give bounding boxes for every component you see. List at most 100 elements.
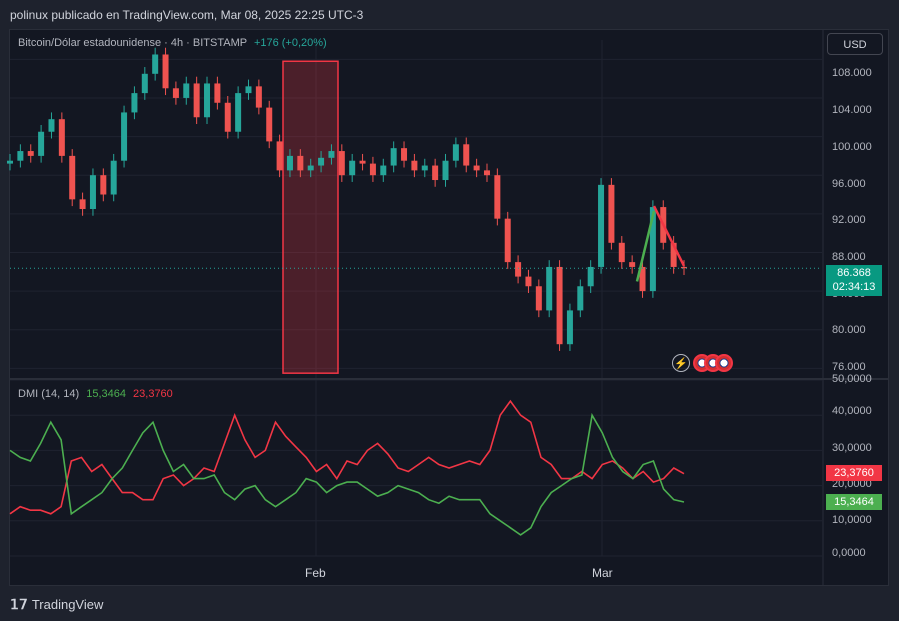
candle-body [629, 262, 636, 267]
candle-body [681, 266, 687, 269]
candle-body [162, 54, 169, 89]
candle-body [255, 86, 262, 108]
price-tick: 96.000 [832, 178, 866, 190]
candle-body [577, 286, 584, 311]
price-tick: 104.000 [832, 104, 872, 116]
candle-body [338, 151, 345, 176]
price-change: +176 (+0,20%) [253, 37, 327, 49]
candle-body [286, 155, 293, 171]
dmi-tick: 0,0000 [832, 547, 866, 559]
candle-body [369, 163, 376, 176]
candle-body [214, 83, 221, 103]
price-tick: 92.000 [832, 214, 866, 226]
attribution-text: polinux publicado en TradingView.com, Ma… [10, 8, 364, 22]
candle-body [307, 165, 314, 171]
candle-body [110, 160, 117, 195]
highlight-box [282, 60, 339, 374]
candle-body [473, 165, 480, 171]
candle-body [670, 242, 677, 267]
event-icons[interactable]: ⚡ [672, 354, 733, 372]
dmi-tick: 40,0000 [832, 405, 872, 417]
candle-body [515, 262, 522, 277]
lightning-icon[interactable]: ⚡ [672, 354, 690, 372]
candle-body [58, 119, 65, 156]
candle-body [121, 112, 128, 161]
candle-body [131, 93, 138, 113]
candle-body [556, 266, 563, 345]
candle-body [463, 144, 470, 166]
candle-body [276, 141, 283, 171]
candle-body [639, 266, 646, 292]
candle-body [27, 151, 34, 156]
candle-body [69, 155, 76, 200]
minus-di-line [9, 399, 685, 515]
candle-body [141, 73, 148, 94]
plus-di-line [9, 412, 685, 536]
candle-body [483, 170, 490, 176]
candle-body [224, 102, 231, 132]
candle-body [328, 151, 335, 158]
candle-body [193, 83, 200, 118]
last-price-tag: 86.368 02:34:13 [826, 265, 882, 296]
candle-body [235, 93, 242, 132]
candle-body [494, 175, 501, 219]
price-tick: 80.000 [832, 324, 866, 336]
x-tick-mar: Mar [592, 566, 613, 580]
candle-body [17, 151, 24, 161]
candle-body [649, 207, 656, 292]
bar-countdown: 02:34:13 [832, 281, 876, 293]
candle-body [172, 88, 179, 98]
symbol-legend: Bitcoin/Dólar estadounidense · 4h · BITS… [18, 37, 327, 49]
price-tick: 100.000 [832, 141, 872, 153]
candle-body [48, 119, 55, 132]
candle-body [349, 160, 356, 176]
candle-body [587, 266, 594, 287]
candle-body [100, 175, 107, 195]
currency-button[interactable]: USD [827, 33, 883, 55]
candle-body [359, 160, 366, 164]
candle-body [266, 107, 273, 142]
dmi-tick: 10,0000 [832, 514, 872, 526]
candle-body [566, 310, 573, 345]
dmi-label: DMI (14, 14) [18, 388, 80, 400]
minus-di-tag: 23,3760 [826, 465, 882, 481]
candle-body [297, 155, 304, 171]
plus-di-tag: 15,3464 [826, 494, 882, 510]
price-tick: 108.000 [832, 67, 872, 79]
dmi-tick: 50,0000 [832, 373, 872, 385]
x-tick-feb: Feb [305, 566, 326, 580]
candle-body [7, 160, 13, 164]
candle-body [421, 165, 428, 171]
us-flag-icon[interactable] [715, 354, 733, 372]
candle-body [608, 184, 615, 243]
candle-body [411, 160, 418, 171]
price-tick: 88.000 [832, 251, 866, 263]
candle-body [79, 199, 86, 209]
price-tick: 76.000 [832, 361, 866, 373]
candle-body [442, 160, 449, 181]
dmi-tick: 20,0000 [832, 478, 872, 490]
dmi-tick: 30,0000 [832, 442, 872, 454]
red-trend-line [652, 205, 686, 267]
candle-body [245, 86, 252, 94]
candle-body [38, 131, 45, 156]
last-price-value: 86.368 [837, 267, 871, 279]
candle-body [546, 266, 553, 311]
candle-body [401, 148, 408, 161]
candle-body [525, 276, 532, 287]
candle-body [183, 83, 190, 98]
dmi-legend: DMI (14, 14) 15,3464 23,3760 [18, 388, 173, 400]
minus-di-value: 23,3760 [133, 388, 173, 400]
candle-body [318, 157, 325, 166]
footer-brand[interactable]: 𝟣𝟩 TradingView [10, 596, 103, 613]
candle-body [432, 165, 439, 181]
tradingview-logo-icon: 𝟣𝟩 [10, 596, 28, 612]
candle-body [390, 148, 397, 166]
candle-body [452, 144, 459, 161]
candle-body [204, 83, 211, 118]
candle-body [380, 165, 387, 176]
candle-body [618, 242, 625, 263]
green-trend-line [635, 210, 656, 282]
symbol-label: Bitcoin/Dólar estadounidense · 4h · BITS… [18, 37, 247, 49]
